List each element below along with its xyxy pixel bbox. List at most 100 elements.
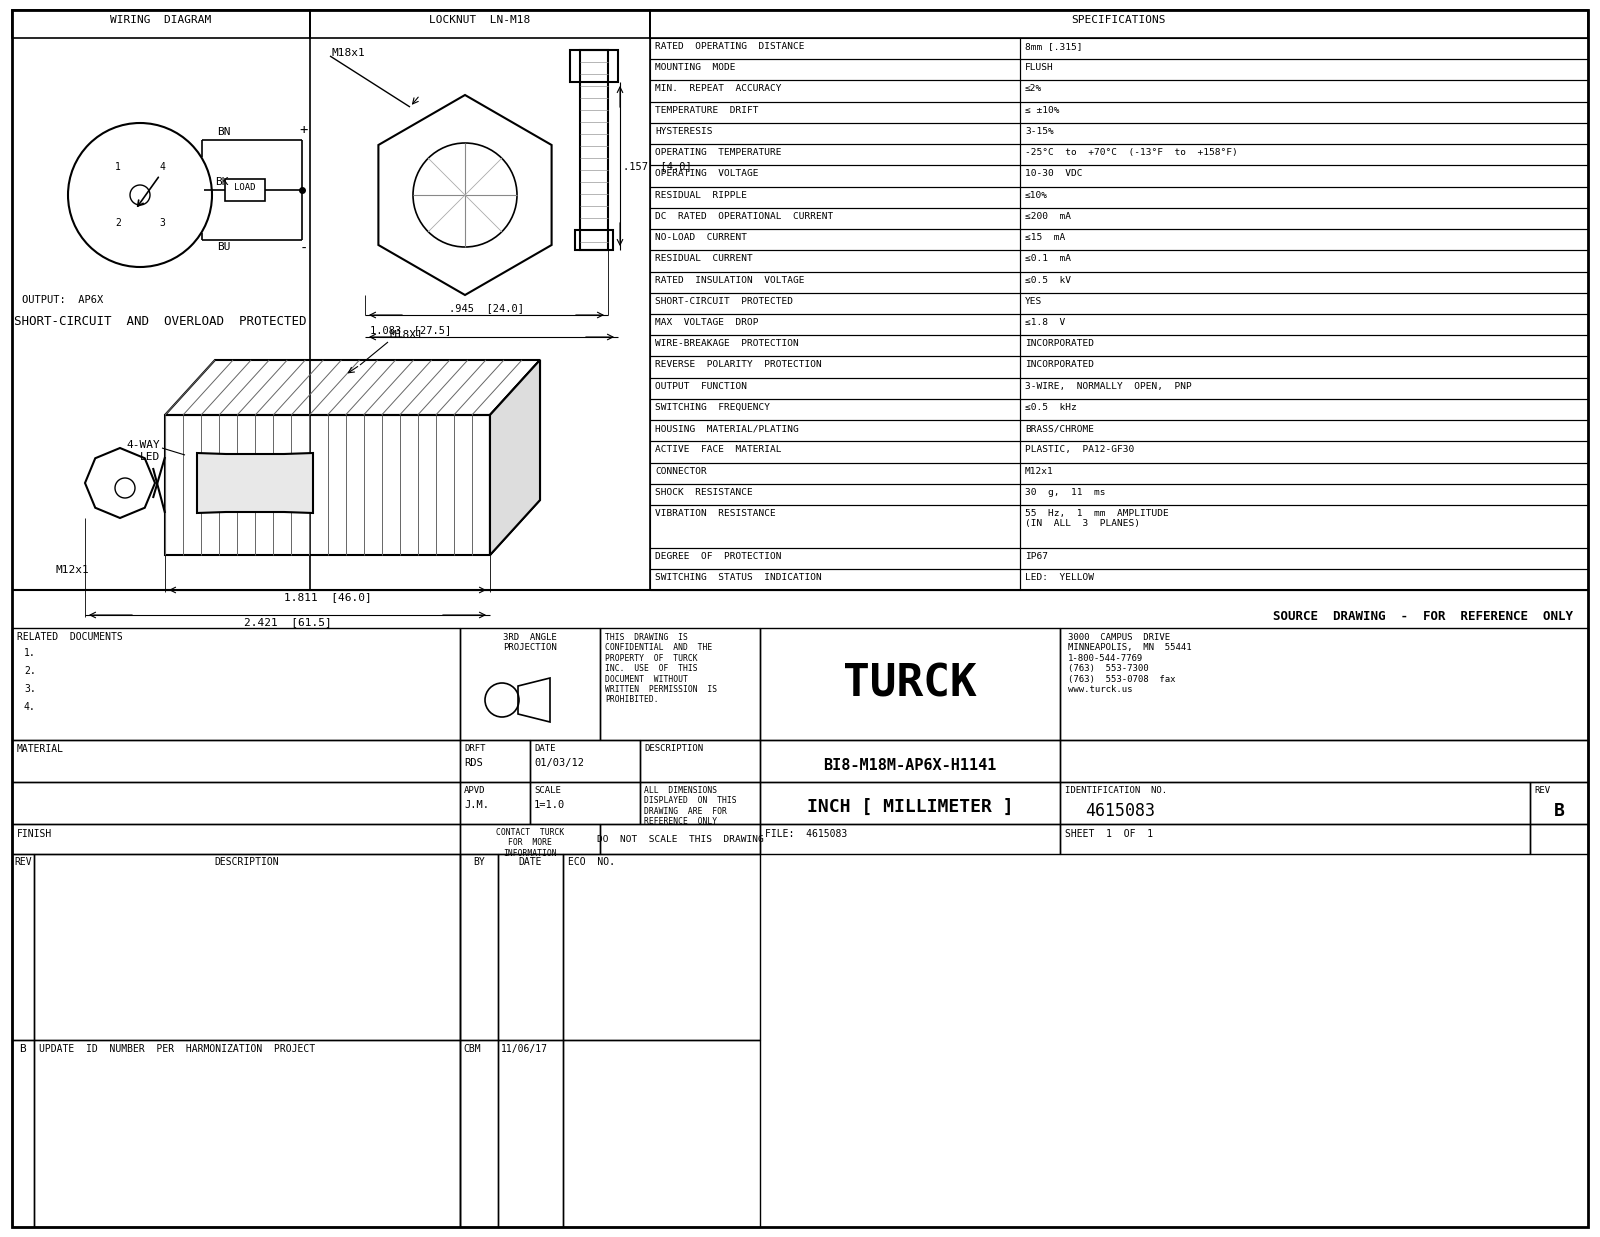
Text: .945  [24.0]: .945 [24.0] <box>450 303 525 313</box>
Bar <box>530 782 640 824</box>
Text: 4615083: 4615083 <box>1085 802 1155 820</box>
Bar <box>1021 122 1587 145</box>
Text: CBM: CBM <box>462 1044 480 1054</box>
Text: WIRE-BREAKAGE  PROTECTION: WIRE-BREAKAGE PROTECTION <box>654 339 798 349</box>
Text: REVERSE  POLARITY  PROTECTION: REVERSE POLARITY PROTECTION <box>654 360 822 370</box>
Text: DC  RATED  OPERATIONAL  CURRENT: DC RATED OPERATIONAL CURRENT <box>654 212 834 221</box>
Bar <box>650 229 1021 250</box>
Bar <box>650 569 1021 590</box>
Bar <box>461 854 498 1040</box>
Bar <box>1021 484 1587 505</box>
Text: RESIDUAL  CURRENT: RESIDUAL CURRENT <box>654 255 752 263</box>
Text: HOUSING  MATERIAL/PLATING: HOUSING MATERIAL/PLATING <box>654 424 798 433</box>
Text: SWITCHING  FREQUENCY: SWITCHING FREQUENCY <box>654 403 770 412</box>
Text: RATED  INSULATION  VOLTAGE: RATED INSULATION VOLTAGE <box>654 276 805 285</box>
Bar <box>1530 824 1587 854</box>
Text: 4.: 4. <box>24 703 35 713</box>
Text: OUTPUT  FUNCTION: OUTPUT FUNCTION <box>654 382 747 391</box>
Bar <box>650 421 1021 442</box>
Text: LED:  YELLOW: LED: YELLOW <box>1026 573 1094 581</box>
Bar <box>1021 463 1587 484</box>
Text: SHORT-CIRCUIT  PROTECTED: SHORT-CIRCUIT PROTECTED <box>654 297 794 306</box>
Bar <box>1021 229 1587 250</box>
Text: M12x1: M12x1 <box>1026 466 1054 475</box>
Bar <box>760 628 1059 740</box>
Bar <box>1021 208 1587 229</box>
Text: ACTIVE  FACE  MATERIAL: ACTIVE FACE MATERIAL <box>654 445 781 454</box>
Bar <box>650 10 1587 38</box>
Bar <box>563 854 760 1040</box>
Text: M18X1: M18X1 <box>390 330 424 340</box>
Bar <box>13 782 461 824</box>
Text: LOCKNUT  LN-M18: LOCKNUT LN-M18 <box>429 15 531 25</box>
Bar <box>1021 335 1587 356</box>
Text: 1: 1 <box>115 162 122 172</box>
Text: 01/03/12: 01/03/12 <box>534 758 584 768</box>
Text: RESIDUAL  RIPPLE: RESIDUAL RIPPLE <box>654 190 747 199</box>
Bar <box>650 398 1021 421</box>
Bar <box>1021 442 1587 463</box>
Bar <box>498 1040 563 1227</box>
Text: REV: REV <box>1534 785 1550 795</box>
Text: 2: 2 <box>115 218 122 228</box>
Bar <box>1059 782 1530 824</box>
Text: DESCRIPTION: DESCRIPTION <box>643 743 702 753</box>
Text: SHORT-CIRCUIT  AND  OVERLOAD  PROTECTED: SHORT-CIRCUIT AND OVERLOAD PROTECTED <box>14 315 307 328</box>
Text: WIRING  DIAGRAM: WIRING DIAGRAM <box>110 15 211 25</box>
Text: DATE: DATE <box>518 857 542 867</box>
Text: 1.083  [27.5]: 1.083 [27.5] <box>370 325 451 335</box>
Bar <box>570 49 618 82</box>
Text: SHOCK  RESISTANCE: SHOCK RESISTANCE <box>654 487 752 497</box>
Text: ≤15  mA: ≤15 mA <box>1026 233 1066 242</box>
Text: B: B <box>1554 802 1565 820</box>
Text: 3000  CAMPUS  DRIVE
MINNEAPOLIS,  MN  55441
1-800-544-7769
(763)  553-7300
(763): 3000 CAMPUS DRIVE MINNEAPOLIS, MN 55441 … <box>1069 633 1192 694</box>
Text: OPERATING  TEMPERATURE: OPERATING TEMPERATURE <box>654 148 781 157</box>
Text: ≤2%: ≤2% <box>1026 84 1042 94</box>
Bar <box>1059 824 1530 854</box>
Text: OUTPUT:  AP6X: OUTPUT: AP6X <box>22 294 104 306</box>
Text: .157  [4.0]: .157 [4.0] <box>622 161 691 171</box>
Text: NO-LOAD  CURRENT: NO-LOAD CURRENT <box>654 233 747 242</box>
Text: FILE:  4615083: FILE: 4615083 <box>765 829 848 839</box>
Bar <box>1021 101 1587 122</box>
Text: DATE: DATE <box>534 743 555 753</box>
Text: PLASTIC,  PA12-GF30: PLASTIC, PA12-GF30 <box>1026 445 1134 454</box>
Bar <box>650 208 1021 229</box>
Text: 3RD  ANGLE
PROJECTION: 3RD ANGLE PROJECTION <box>502 633 557 652</box>
Text: SPECIFICATIONS: SPECIFICATIONS <box>1072 15 1166 25</box>
Bar <box>650 335 1021 356</box>
Bar <box>1021 421 1587 442</box>
Text: 8mm [.315]: 8mm [.315] <box>1026 42 1083 51</box>
Polygon shape <box>197 453 314 513</box>
Text: M18x1: M18x1 <box>333 48 366 58</box>
Bar <box>563 1040 760 1227</box>
Bar <box>1021 398 1587 421</box>
Text: TEMPERATURE  DRIFT: TEMPERATURE DRIFT <box>654 105 758 115</box>
Text: DEGREE  OF  PROTECTION: DEGREE OF PROTECTION <box>654 552 781 560</box>
Bar <box>650 122 1021 145</box>
Text: DO  NOT  SCALE  THIS  DRAWING: DO NOT SCALE THIS DRAWING <box>597 835 763 844</box>
Text: INCORPORATED: INCORPORATED <box>1026 360 1094 370</box>
Text: ≤10%: ≤10% <box>1026 190 1048 199</box>
Text: FLUSH: FLUSH <box>1026 63 1054 72</box>
Text: ≤1.8  V: ≤1.8 V <box>1026 318 1066 327</box>
Bar <box>1021 569 1587 590</box>
Text: 4-WAY
LED: 4-WAY LED <box>126 440 160 461</box>
Text: MAX  VOLTAGE  DROP: MAX VOLTAGE DROP <box>654 318 758 327</box>
Text: ≤ ±10%: ≤ ±10% <box>1026 105 1059 115</box>
Bar <box>640 740 760 782</box>
Bar <box>650 377 1021 398</box>
Bar <box>1021 377 1587 398</box>
Text: BN: BN <box>218 127 230 137</box>
Text: REV: REV <box>14 857 32 867</box>
Bar <box>574 230 613 250</box>
Text: VIBRATION  RESISTANCE: VIBRATION RESISTANCE <box>654 510 776 518</box>
Bar <box>600 628 760 740</box>
Bar <box>650 505 1021 548</box>
Text: DRFT: DRFT <box>464 743 485 753</box>
Text: 3.: 3. <box>24 684 35 694</box>
Bar <box>650 293 1021 314</box>
Text: APVD: APVD <box>464 785 485 795</box>
Bar <box>461 1040 498 1227</box>
Text: UPDATE  ID  NUMBER  PER  HARMONIZATION  PROJECT: UPDATE ID NUMBER PER HARMONIZATION PROJE… <box>38 1044 315 1054</box>
